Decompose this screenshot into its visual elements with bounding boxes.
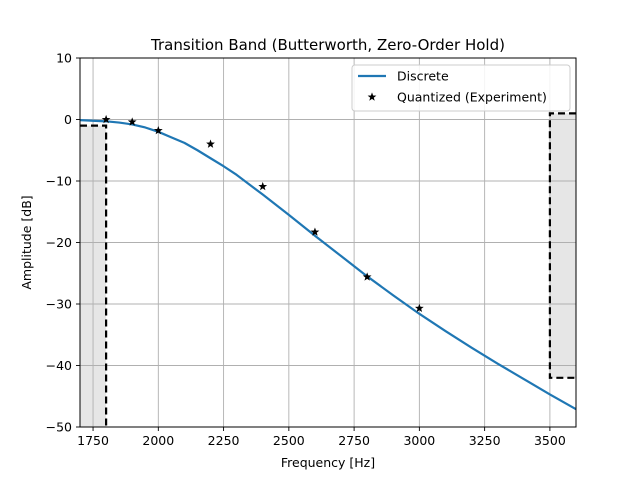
x-tick-label: 2250 xyxy=(208,433,240,448)
spec-region-2 xyxy=(549,113,576,378)
data-point-quantized xyxy=(310,227,320,236)
series-group xyxy=(79,114,577,411)
y-tick-label: −20 xyxy=(46,235,72,250)
x-tick-label: 2750 xyxy=(338,433,370,448)
data-point-quantized xyxy=(258,181,268,191)
y-tick-label: −10 xyxy=(46,174,72,189)
data-point-quantized xyxy=(414,303,424,313)
spec-boundaries xyxy=(80,112,576,427)
data-point-quantized xyxy=(101,114,111,124)
legend-star-icon xyxy=(367,92,377,101)
data-point-quantized xyxy=(153,125,163,135)
x-tick-label: 2500 xyxy=(273,433,305,448)
passband-boundary xyxy=(80,124,108,427)
x-tick-label: 2000 xyxy=(142,433,174,448)
legend: Discrete Quantized (Experiment) xyxy=(351,64,571,112)
legend-label-quantized: Quantized (Experiment) xyxy=(397,90,547,105)
legend-box xyxy=(351,64,571,112)
data-point-quantized xyxy=(206,139,215,148)
x-axis-ticks: 1750 2000 2250 2500 2750 3000 3250 3500 xyxy=(77,427,566,448)
x-axis-label: Frequency [Hz] xyxy=(281,455,375,470)
x-tick-label: 3000 xyxy=(403,433,435,448)
stopband-boundary xyxy=(548,112,576,379)
y-axis-ticks: −50 −40 −30 −20 −10 0 10 xyxy=(46,51,80,435)
y-tick-label: 10 xyxy=(56,51,72,66)
chart-title: Transition Band (Butterworth, Zero-Order… xyxy=(150,36,505,54)
data-point-quantized xyxy=(127,117,137,126)
data-point-quantized xyxy=(362,272,372,281)
legend-marker-quantized xyxy=(367,92,377,101)
y-tick-label: −30 xyxy=(46,297,72,312)
x-tick-label: 3500 xyxy=(534,433,566,448)
x-tick-label: 3250 xyxy=(469,433,501,448)
y-tick-label: 0 xyxy=(64,112,72,127)
y-tick-label: −40 xyxy=(46,358,72,373)
y-axis-label: Amplitude [dB] xyxy=(19,195,34,289)
legend-label-discrete: Discrete xyxy=(397,69,449,84)
y-tick-label: −50 xyxy=(46,420,72,435)
x-tick-label: 1750 xyxy=(77,433,109,448)
